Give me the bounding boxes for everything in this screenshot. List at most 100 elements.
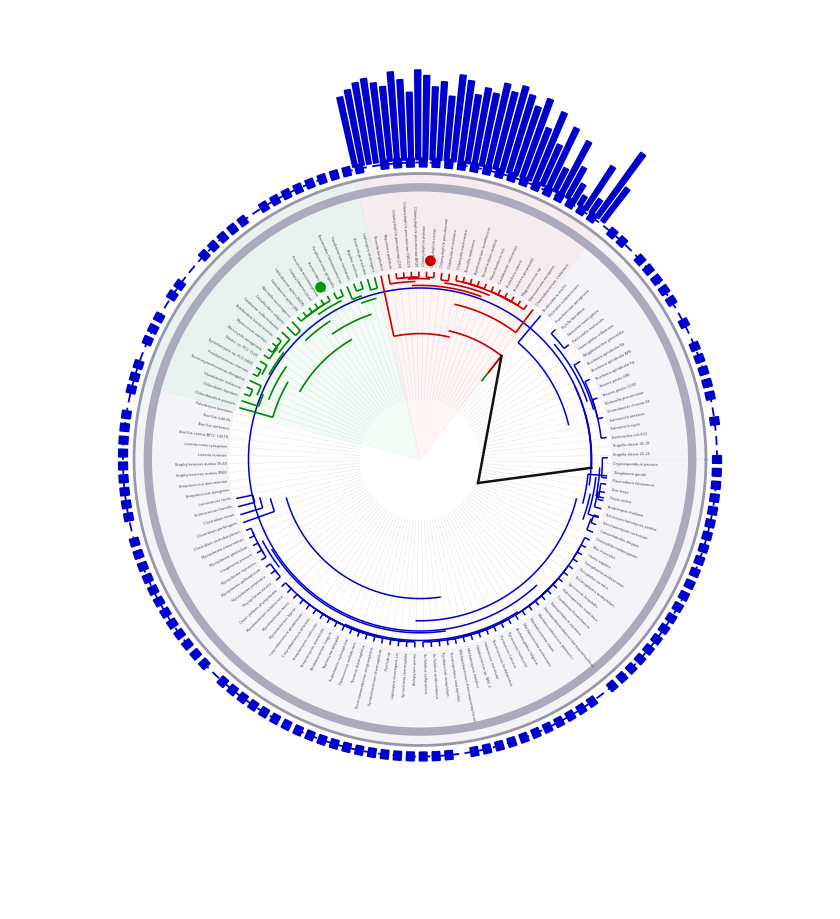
Polygon shape (710, 416, 719, 425)
Polygon shape (437, 82, 448, 161)
Polygon shape (227, 223, 239, 235)
Text: Listeria innocua: Listeria innocua (198, 452, 227, 457)
Polygon shape (707, 506, 717, 516)
Polygon shape (381, 160, 389, 169)
Polygon shape (407, 158, 414, 167)
Text: Methanothermobacter thermautotrophicus: Methanothermobacter thermautotrophicus (543, 607, 595, 668)
Text: Chlamydophila pneumoniae: Chlamydophila pneumoniae (439, 218, 449, 267)
Polygon shape (419, 752, 428, 761)
Text: Stigella discus 25-25: Stigella discus 25-25 (613, 452, 650, 457)
Text: Thermus thermophilus: Thermus thermophilus (351, 644, 366, 684)
Text: Caenorhabditis elegans: Caenorhabditis elegans (599, 529, 639, 549)
Text: Borrelia burgdorferi: Borrelia burgdorferi (372, 235, 383, 270)
Text: Desulfovibrio vulgaris: Desulfovibrio vulgaris (255, 294, 285, 324)
Text: Halobacterium sp. NRC-1: Halobacterium sp. NRC-1 (474, 644, 491, 688)
Polygon shape (143, 179, 420, 460)
Polygon shape (678, 318, 690, 329)
Polygon shape (601, 187, 630, 223)
Polygon shape (634, 653, 646, 665)
Text: Chlamydophila pneumoniae CWL029: Chlamydophila pneumoniae CWL029 (401, 200, 409, 267)
Text: Corynebacterium glutamicum: Corynebacterium glutamicum (269, 612, 304, 657)
Text: Clostridium tetani: Clostridium tetani (203, 513, 235, 527)
Polygon shape (694, 555, 705, 565)
Text: Clostridium perfringens: Clostridium perfringens (197, 521, 238, 539)
Polygon shape (701, 379, 712, 388)
Polygon shape (305, 178, 315, 189)
Polygon shape (712, 469, 722, 476)
Polygon shape (380, 86, 392, 162)
Polygon shape (142, 573, 154, 584)
Text: Burkholderia mallei: Burkholderia mallei (543, 283, 568, 312)
Text: Lactococcus lactis: Lactococcus lactis (198, 496, 231, 507)
Text: Pasteurella multocida: Pasteurella multocida (573, 317, 606, 344)
Text: Nanoarchaeum equitans: Nanoarchaeum equitans (549, 601, 581, 636)
Polygon shape (293, 725, 303, 736)
Text: Onion yellows phytoplasma: Onion yellows phytoplasma (239, 588, 279, 625)
Text: Corynebacterium efficiens: Corynebacterium efficiens (281, 618, 312, 658)
Polygon shape (659, 623, 669, 635)
Polygon shape (519, 176, 529, 187)
Text: Pseudomonas aeruginosa: Pseudomonas aeruginosa (555, 289, 591, 324)
Polygon shape (367, 748, 376, 757)
Polygon shape (595, 153, 646, 219)
Polygon shape (360, 78, 378, 164)
Polygon shape (281, 720, 292, 731)
Text: Thermosynechococcus elongatus: Thermosynechococcus elongatus (189, 353, 244, 381)
Text: Ureaplasma parvum: Ureaplasma parvum (219, 553, 253, 574)
Polygon shape (122, 500, 131, 509)
Polygon shape (698, 543, 709, 553)
Polygon shape (142, 335, 154, 346)
Text: Brucella melitensis: Brucella melitensis (465, 239, 477, 272)
Polygon shape (133, 550, 144, 560)
Text: Campylobacter jejuni: Campylobacter jejuni (286, 268, 312, 301)
Text: Toxoplasma gondii: Toxoplasma gondii (613, 471, 646, 477)
Polygon shape (118, 449, 128, 457)
Polygon shape (337, 96, 357, 167)
Text: Klebsiella pneumoniae: Klebsiella pneumoniae (605, 391, 644, 406)
Text: Caulobacter crescentus: Caulobacter crescentus (498, 244, 519, 284)
Polygon shape (513, 106, 541, 176)
Text: Chlamydophila pneumoniae AR39: Chlamydophila pneumoniae AR39 (412, 206, 417, 267)
Polygon shape (415, 70, 421, 160)
Polygon shape (407, 92, 413, 160)
Text: Wigglesworthia glossinidia: Wigglesworthia glossinidia (583, 330, 625, 358)
Text: Picrophilus torridus: Picrophilus torridus (578, 568, 608, 591)
Polygon shape (126, 384, 137, 394)
Polygon shape (486, 83, 511, 168)
Polygon shape (270, 195, 281, 206)
Text: Nitrosopumilus maritimus: Nitrosopumilus maritimus (561, 588, 598, 623)
Polygon shape (606, 227, 618, 239)
Polygon shape (134, 174, 706, 745)
Text: Methanocaldococcus jannaschii: Methanocaldococcus jannaschii (536, 612, 573, 660)
Text: Mycobacterium tuberculosis: Mycobacterium tuberculosis (246, 595, 285, 633)
Polygon shape (432, 752, 440, 761)
Text: Magnetococcus sp.: Magnetococcus sp. (521, 266, 543, 297)
Polygon shape (190, 649, 202, 660)
Polygon shape (370, 83, 386, 163)
Text: Yersinia pestis CO92: Yersinia pestis CO92 (602, 381, 638, 398)
Polygon shape (259, 707, 270, 718)
Text: Geobacter sulfurreducens: Geobacter sulfurreducens (242, 297, 279, 331)
Polygon shape (119, 436, 129, 444)
Text: Streptococcus pneumoniae: Streptococcus pneumoniae (179, 479, 228, 489)
Polygon shape (553, 167, 569, 193)
Polygon shape (457, 161, 466, 170)
Polygon shape (393, 159, 402, 168)
Polygon shape (148, 323, 159, 335)
Polygon shape (407, 752, 414, 761)
Polygon shape (533, 111, 567, 184)
Polygon shape (495, 168, 504, 178)
Text: Pelodictyon luteolum: Pelodictyon luteolum (196, 401, 233, 414)
Polygon shape (625, 663, 637, 675)
Polygon shape (451, 74, 466, 162)
Text: Tropheryma whipplei: Tropheryma whipplei (323, 635, 342, 670)
Polygon shape (207, 240, 219, 252)
Polygon shape (672, 602, 684, 613)
Text: Saccharomyces cerevisiae: Saccharomyces cerevisiae (602, 521, 648, 540)
Polygon shape (133, 359, 144, 369)
Text: Thermococcus kodakarensis: Thermococcus kodakarensis (491, 639, 512, 686)
Text: Chromobacterium violaceum: Chromobacterium violaceum (536, 263, 570, 307)
Text: Buchnera aphidicola Sg: Buchnera aphidicola Sg (596, 360, 635, 381)
Polygon shape (120, 423, 129, 432)
Polygon shape (393, 751, 402, 760)
